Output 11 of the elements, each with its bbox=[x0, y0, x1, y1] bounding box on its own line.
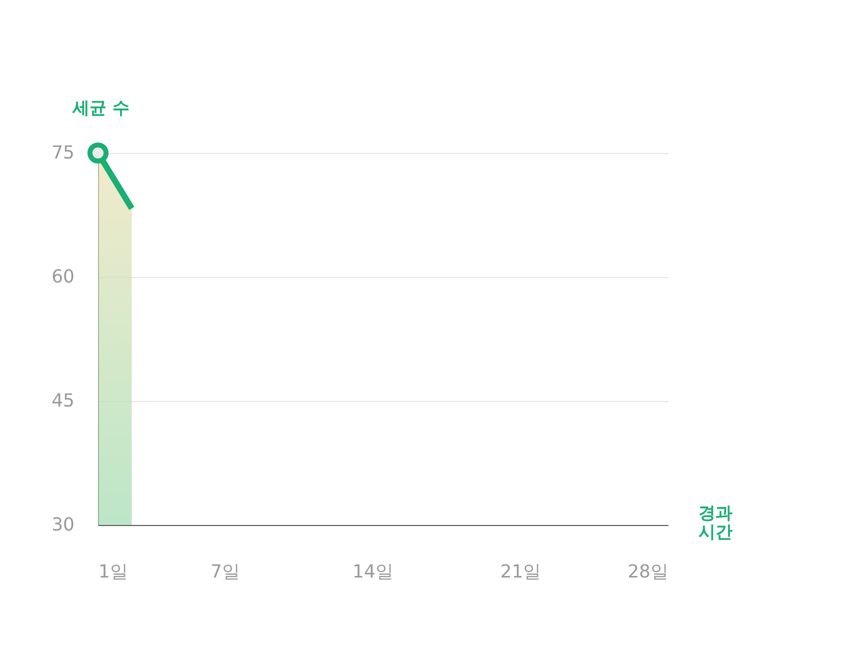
y-tick-label: 30 bbox=[52, 514, 74, 536]
x-tick-label: 21일 bbox=[500, 562, 542, 582]
y-axis-title: 세균 수 bbox=[72, 98, 130, 118]
x-tick-label: 7일 bbox=[210, 562, 240, 582]
y-tick-label: 45 bbox=[52, 390, 74, 412]
x-axis-title: 경과 시간 bbox=[698, 504, 732, 542]
x-tick-label: 14일 bbox=[352, 562, 394, 582]
y-tick-label: 60 bbox=[52, 266, 74, 288]
y-tick-label: 75 bbox=[52, 142, 74, 164]
x-tick-label: 1일 bbox=[98, 562, 128, 582]
x-tick-label: 28일 bbox=[628, 562, 668, 582]
